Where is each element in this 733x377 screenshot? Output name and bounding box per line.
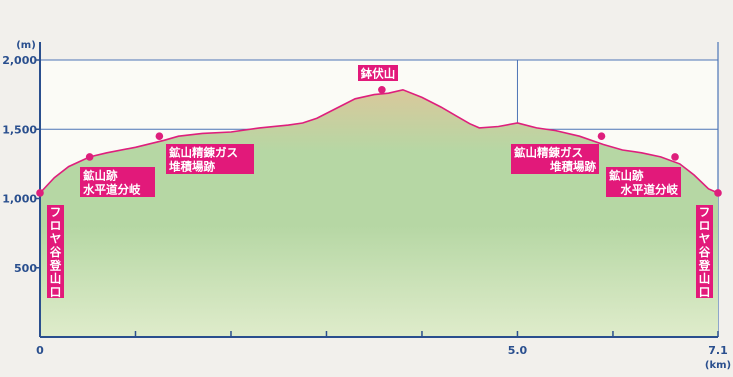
waypoint-label-char: ヤ (50, 232, 62, 246)
waypoint: 鉢伏山 (358, 65, 398, 94)
waypoint-label-char: 口 (50, 285, 62, 299)
x-tick-label: 5.0 (508, 344, 528, 357)
waypoint-label: 鉱山精錬ガス (514, 146, 583, 160)
waypoint-label-bg (606, 167, 681, 197)
waypoint: フロヤ谷登山口フロヤ谷登山口 (36, 189, 64, 299)
y-tick-label: 1,000 (2, 193, 37, 206)
waypoint-label-char: 口 (699, 285, 711, 299)
y-tick-label: 500 (14, 262, 37, 275)
tick-labels: 500 1,000 1,500 2,000 (m) 0 5.0 7.1 (km) (2, 40, 731, 371)
waypoint-label-char: ロ (699, 218, 711, 232)
waypoint-label-char: ヤ (699, 232, 711, 246)
waypoint-label: 堆積場跡 (169, 160, 215, 174)
waypoint-label: 水平道分岐 (621, 183, 679, 197)
x-tick-label: 0 (36, 344, 44, 357)
waypoint-label-bg (166, 144, 254, 174)
x-tick-label: 7.1 (708, 344, 728, 357)
waypoint-marker (155, 132, 164, 140)
waypoint-label-char: フ (50, 205, 62, 219)
y-tick-label: 2,000 (2, 54, 37, 67)
waypoint: フロヤ谷登山口フロヤ谷登山口 (696, 189, 722, 299)
waypoint-label-char: 登 (49, 258, 62, 272)
waypoint-marker (714, 189, 722, 197)
waypoint-marker (597, 132, 606, 140)
waypoint-label: 堆積場跡 (550, 160, 596, 174)
waypoint-label: 鉱山跡 (609, 169, 644, 183)
waypoint-label-bg (511, 144, 599, 174)
waypoint-label-char: 山 (50, 272, 62, 286)
waypoint-marker (671, 153, 679, 161)
waypoint-marker (378, 85, 386, 94)
waypoint-label: 鉱山跡 (83, 169, 118, 183)
waypoint-label-bg (696, 205, 713, 298)
waypoint-label-bg (358, 65, 398, 81)
y-tick-label: 1,500 (2, 123, 37, 136)
waypoint-label-bg (47, 205, 64, 298)
waypoint-label-char: 登 (698, 258, 711, 272)
waypoint-label-char: 谷 (50, 245, 62, 259)
waypoint-marker (36, 189, 44, 197)
y-axis-unit: (m) (16, 40, 36, 51)
waypoint-label-char: ロ (50, 218, 62, 232)
elevation-line (39, 88, 719, 194)
waypoint-layer: フロヤ谷登山口フロヤ谷登山口鉱山跡水平道分岐鉱山精錬ガス堆積場跡鉢伏山鉱山精錬ガ… (36, 65, 722, 299)
waypoint-label-char: 山 (699, 272, 711, 286)
waypoint-label-char: 谷 (699, 245, 711, 259)
waypoint-label-char: フ (699, 205, 711, 219)
x-axis-unit: (km) (705, 360, 731, 371)
waypoint-label: 鉱山精錬ガス (169, 146, 238, 160)
waypoint-label: 水平道分岐 (83, 183, 141, 197)
waypoint-label: 鉢伏山 (361, 67, 396, 81)
waypoint-marker (85, 153, 94, 161)
waypoint-label-bg (80, 167, 155, 197)
